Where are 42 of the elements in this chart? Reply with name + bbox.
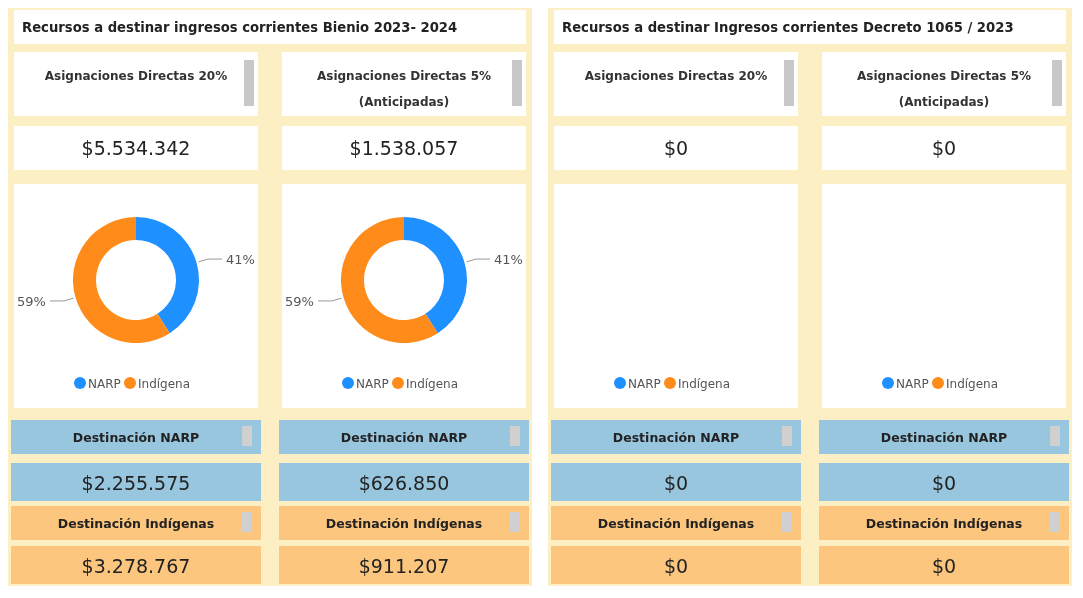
legend-label: Indígena <box>406 377 459 391</box>
text: Asignaciones Directas 20% <box>584 69 768 83</box>
text: Destinación NARP <box>880 430 1008 445</box>
legend-label: NARP <box>356 377 389 391</box>
text: $2.255.575 <box>81 472 191 494</box>
data-label: 59% <box>17 293 46 309</box>
chart-subtitle: $5.534.342 <box>81 137 191 159</box>
text: Asignaciones Directas 5% (Anticipadas) <box>856 69 1032 109</box>
legend-label: NARP <box>88 377 121 391</box>
text: $0 <box>663 472 689 494</box>
text: Destinación NARP <box>340 430 468 445</box>
text: $911.207 <box>358 555 450 577</box>
donut-slice <box>136 217 199 334</box>
chart-subtitle: $1.538.057 <box>349 137 459 159</box>
donut-slice <box>404 217 467 334</box>
text: $0 <box>663 555 689 577</box>
donut-slice <box>341 217 438 343</box>
text: $0 <box>931 137 957 159</box>
text: Destinación Indígenas <box>865 516 1023 531</box>
text: $0 <box>663 137 689 159</box>
data-label: 59% <box>285 293 314 309</box>
text: Destinación NARP <box>72 430 200 445</box>
text: Destinación Indígenas <box>57 516 215 531</box>
data-label: 41% <box>494 252 523 268</box>
text: Destinación Indígenas <box>597 516 755 531</box>
chart-title: Asignaciones Directas 5% (Anticipadas) <box>316 69 492 109</box>
chart-title: Asignaciones Directas 20% <box>44 69 228 83</box>
category-label: NARP <box>628 377 661 391</box>
text: $3.278.767 <box>81 555 191 577</box>
legend-label: Indígena <box>138 377 191 391</box>
donut-slice <box>73 217 170 343</box>
text: $0 <box>931 472 957 494</box>
text: Recursos a destinar ingresos corrientes Bienio 2023- 2024 <box>22 20 458 35</box>
text: Recursos a destinar Ingresos corrientes Decreto 1065 / 2023 <box>562 20 1014 35</box>
category-label: Indígena <box>946 377 999 391</box>
text: Destinación Indígenas <box>325 516 483 531</box>
category-label: NARP <box>896 377 929 391</box>
text: $0 <box>931 555 957 577</box>
text: $626.850 <box>358 472 450 494</box>
data-label: 41% <box>226 252 255 268</box>
text: Destinación NARP <box>612 430 740 445</box>
category-label: Indígena <box>678 377 731 391</box>
